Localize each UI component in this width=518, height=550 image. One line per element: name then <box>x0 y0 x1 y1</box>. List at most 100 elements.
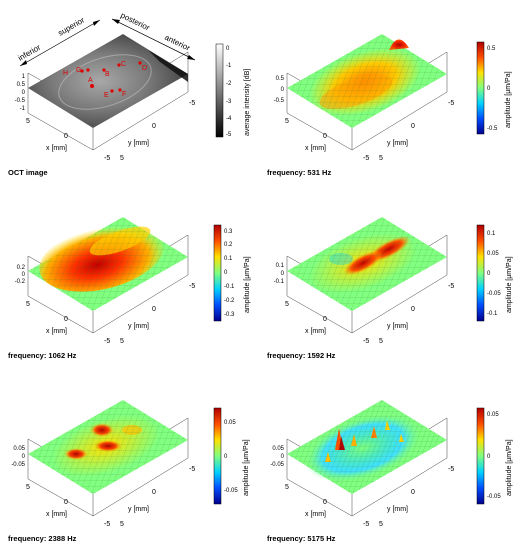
colorbar-tick: 0.05 <box>487 412 499 418</box>
y-tick: -5 <box>189 466 195 473</box>
colorbar-tick: 0 <box>487 454 491 460</box>
colorbar-label: amplitude [µm/Pa] <box>244 256 251 313</box>
amplitude-colorbar <box>213 224 222 322</box>
colorbar-tick: -0.5 <box>487 126 498 132</box>
z-tick: -0.05 <box>270 462 284 468</box>
x-tick: 0 <box>323 133 327 140</box>
colorbar-tick: 0 <box>226 46 230 52</box>
y-axis-label: y [mm] <box>128 323 149 330</box>
x-tick: 5 <box>26 301 30 308</box>
x-tick: 0 <box>323 316 327 323</box>
x-tick: 0 <box>323 499 327 506</box>
colorbar-tick: 0 <box>487 86 491 92</box>
y-tick: 0 <box>411 306 415 313</box>
surface-mesh <box>287 400 447 494</box>
y-tick: -5 <box>448 283 454 290</box>
y-axis: -5 0 5 y [mm] <box>379 466 454 528</box>
x-axis-label: x [mm] <box>46 328 67 335</box>
measurement-points: H G B C D A E F <box>63 61 147 99</box>
z-tick: 0.5 <box>276 76 285 82</box>
panel-caption: frequency: 1592 Hz <box>267 351 336 360</box>
z-tick: -1 <box>20 106 26 112</box>
point-d-marker <box>138 61 142 65</box>
y-tick: -5 <box>189 283 195 290</box>
posterior-anterior-arrow <box>111 18 196 61</box>
z-tick: 0.1 <box>276 263 285 269</box>
panel-caption: frequency: 531 Hz <box>267 168 332 177</box>
colorbar-label: amplitude [µm/Pa] <box>506 439 513 496</box>
y-tick: 5 <box>120 338 124 345</box>
point-f-marker <box>118 88 122 92</box>
colorbar-label: average intensity [dB] <box>244 69 251 136</box>
x-axis-label: x [mm] <box>46 145 67 152</box>
colorbar-label: amplitude [µm/Pa] <box>243 439 250 496</box>
z-tick: 1 <box>22 74 26 80</box>
z-tick-labels: 0.2 0 -0.2 <box>15 265 26 285</box>
z-tick: -0.1 <box>274 279 285 285</box>
y-tick: -5 <box>189 100 195 107</box>
z-tick: -0.5 <box>274 98 285 104</box>
oct-surface-edge <box>148 50 188 82</box>
point-label-a: A <box>88 77 93 84</box>
x-tick: -5 <box>104 338 110 345</box>
x-axis: 5 0 -5 x [mm] <box>26 301 110 345</box>
x-tick: -5 <box>104 155 110 162</box>
amplitude-colorbar <box>213 407 222 505</box>
x-axis: 5 0 -5 x [mm] <box>285 484 369 528</box>
panel-caption: frequency: 5175 Hz <box>267 534 336 543</box>
colorbar-tick: 0.2 <box>224 242 233 248</box>
surface-plot-531-hz: 0.5 0 -0.5 5 0 -5 x [mm] -5 0 5 y [mm] 0… <box>274 34 512 162</box>
colorbar-tick: 0.05 <box>224 420 236 426</box>
z-tick: 0 <box>22 454 26 460</box>
x-axis-label: x [mm] <box>305 328 326 335</box>
z-tick: 0 <box>22 90 26 96</box>
y-axis-label: y [mm] <box>128 506 149 513</box>
amplitude-colorbar <box>476 224 485 322</box>
point-c-marker <box>117 63 121 67</box>
point-label-h: H <box>63 70 68 77</box>
y-axis-label: y [mm] <box>387 506 408 513</box>
x-tick: -5 <box>363 338 369 345</box>
colorbar-tick: -3 <box>226 99 232 105</box>
point-b-marker <box>102 68 106 72</box>
label-superior: superior <box>57 15 87 37</box>
colorbar-tick: -0.1 <box>224 284 235 290</box>
point-h-marker <box>80 69 84 73</box>
x-tick: 0 <box>64 499 68 506</box>
panel-caption: OCT image <box>8 168 48 177</box>
z-tick: 0.5 <box>17 82 26 88</box>
y-axis: -5 0 5 y [mm] <box>379 283 454 345</box>
y-tick: 5 <box>379 155 383 162</box>
colorbar-ticks: 0.5 0 -0.5 <box>487 46 498 132</box>
y-tick: 5 <box>120 155 124 162</box>
colorbar-label: amplitude [µm/Pa] <box>505 71 512 128</box>
z-tick-labels: 0.5 0 -0.5 <box>274 76 285 104</box>
z-tick-labels: 0.1 0 -0.1 <box>274 263 285 285</box>
x-axis-label: x [mm] <box>46 511 67 518</box>
y-axis: -5 0 5 y [mm] <box>379 100 454 162</box>
x-axis: 5 0 -5 x [mm] <box>285 118 369 162</box>
label-inferior: inferior <box>17 43 43 63</box>
y-tick: -5 <box>448 100 454 107</box>
colorbar-tick: 0 <box>224 454 228 460</box>
z-tick: 0 <box>281 271 285 277</box>
y-axis: -5 0 5 y [mm] <box>120 466 195 528</box>
y-tick: 0 <box>152 489 156 496</box>
x-axis: 5 0 -5 x [mm] <box>26 118 110 162</box>
point-label-e: E <box>104 92 109 99</box>
surface-mesh <box>287 34 447 128</box>
z-tick: 0.2 <box>17 265 26 271</box>
y-axis-label: y [mm] <box>128 140 149 147</box>
y-tick: 0 <box>411 123 415 130</box>
panel-531-hz: 0.5 0 -0.5 5 0 -5 x [mm] -5 0 5 y [mm] 0… <box>259 0 518 183</box>
z-tick: -0.05 <box>11 462 25 468</box>
point-label-d: D <box>142 65 147 72</box>
point-label-f: F <box>122 91 126 98</box>
surface-plot-1592-hz: 0.1 0 -0.1 5 0 -5 x [mm] -5 0 5 y [mm] 0… <box>274 217 513 345</box>
panel-oct-image: H G B C D A E F inferior superior poster… <box>0 0 259 183</box>
x-tick: 5 <box>26 484 30 491</box>
colorbar-tick: 0 <box>487 271 491 277</box>
colorbar-tick: -5 <box>226 132 232 138</box>
z-tick: -0.2 <box>15 279 26 285</box>
z-tick: 0.05 <box>13 446 25 452</box>
